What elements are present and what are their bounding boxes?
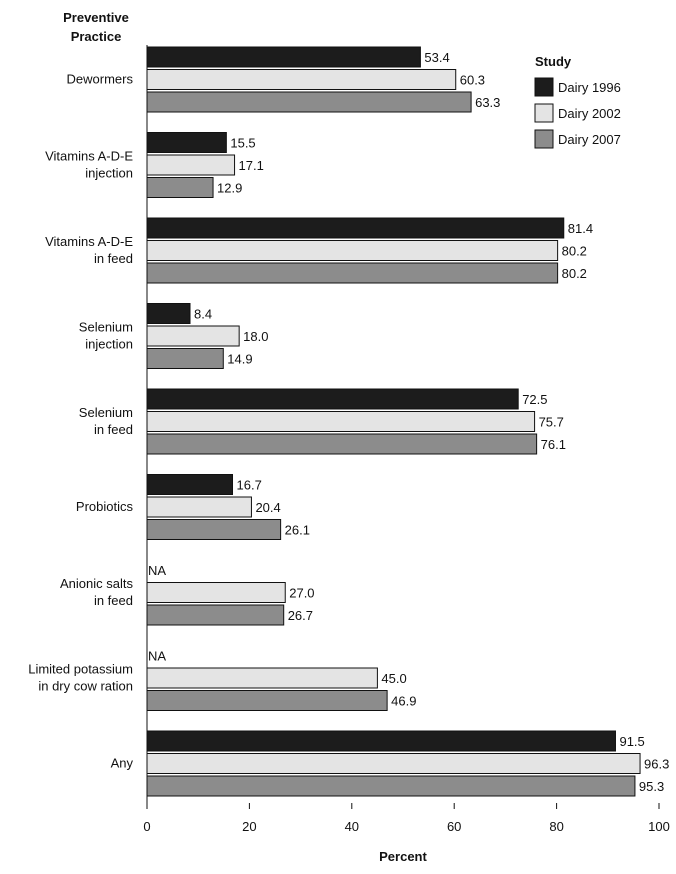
category-label: Selenium <box>79 405 133 420</box>
y-axis-title-line-1: Preventive <box>63 10 129 25</box>
data-label: 14.9 <box>227 352 252 367</box>
bar <box>146 154 236 176</box>
category-label: Vitamins A-D-E <box>45 234 133 249</box>
bar <box>146 730 616 752</box>
x-tick-label: 100 <box>648 819 670 834</box>
category-label: in feed <box>94 422 133 437</box>
bar <box>146 46 421 68</box>
category-label: Limited potassium <box>28 662 133 677</box>
legend-swatch <box>534 129 554 149</box>
legend-entry: Dairy 2007 <box>558 132 621 147</box>
bar <box>146 325 240 347</box>
data-label: 76.1 <box>541 437 566 452</box>
data-label: 46.9 <box>391 694 416 709</box>
na-label: NA <box>148 563 166 578</box>
category-label: Selenium <box>79 320 133 335</box>
data-label: 12.9 <box>217 181 242 196</box>
data-label: 63.3 <box>475 95 500 110</box>
x-tick-label: 20 <box>242 819 256 834</box>
bar <box>146 690 388 711</box>
bar <box>146 667 378 689</box>
bar <box>146 411 536 432</box>
category-label: Dewormers <box>67 72 134 87</box>
category-label: Any <box>111 756 134 771</box>
bar <box>146 303 191 324</box>
data-label: 17.1 <box>239 158 264 173</box>
plot-area: 0 20 40 60 80 100 Dewormers 53.4 60.3 63.3 Vitamin… <box>28 45 670 834</box>
bar <box>146 262 559 284</box>
bar <box>146 132 227 153</box>
bar <box>146 604 285 626</box>
data-label: 15.5 <box>230 136 255 151</box>
legend-title: Study <box>535 54 572 69</box>
x-tick-label: 0 <box>143 819 150 834</box>
data-label: 26.7 <box>288 608 313 623</box>
data-label: 81.4 <box>568 221 593 236</box>
x-axis-title: Percent <box>379 849 427 864</box>
category-label: Vitamins A-D-E <box>45 149 133 164</box>
bar <box>146 519 282 540</box>
bar <box>146 474 234 495</box>
legend-swatch <box>534 77 554 97</box>
legend-entry: Dairy 1996 <box>558 80 621 95</box>
data-label: 26.1 <box>285 523 310 538</box>
bar <box>146 433 538 455</box>
category-label: in dry cow ration <box>38 679 133 694</box>
data-label: 80.2 <box>562 266 587 281</box>
data-label: 53.4 <box>424 50 449 65</box>
data-label: 45.0 <box>381 671 406 686</box>
data-label: 96.3 <box>644 757 669 772</box>
x-tick-label: 40 <box>345 819 359 834</box>
data-label: 72.5 <box>522 392 547 407</box>
bar <box>146 69 457 90</box>
category-label: injection <box>85 166 133 181</box>
data-label: 75.7 <box>539 415 564 430</box>
bar <box>146 582 286 603</box>
bar <box>146 775 636 797</box>
x-tick-label: 60 <box>447 819 461 834</box>
legend-entry: Dairy 2002 <box>558 106 621 121</box>
data-label: 91.5 <box>619 734 644 749</box>
bar <box>146 91 472 113</box>
na-label: NA <box>148 649 166 664</box>
bar <box>146 177 214 198</box>
bar <box>146 496 252 518</box>
data-label: 60.3 <box>460 73 485 88</box>
x-tick-label: 80 <box>549 819 563 834</box>
category-label: in feed <box>94 593 133 608</box>
y-axis-title-line-2: Practice <box>71 29 122 44</box>
category-label: in feed <box>94 251 133 266</box>
data-label: 95.3 <box>639 779 664 794</box>
category-label: Anionic salts <box>60 576 133 591</box>
data-label: 18.0 <box>243 329 268 344</box>
bar <box>146 217 565 239</box>
bar <box>146 348 224 369</box>
legend-swatch <box>534 103 554 123</box>
category-label: Probiotics <box>76 499 134 514</box>
category-label: injection <box>85 337 133 352</box>
data-label: 20.4 <box>255 500 280 515</box>
data-label: 80.2 <box>562 244 587 259</box>
bar <box>146 388 519 410</box>
bar <box>146 240 559 261</box>
legend: Study Dairy 1996 Dairy 2002 Dairy 2007 <box>534 54 621 149</box>
bar <box>146 753 641 774</box>
data-label: 8.4 <box>194 307 212 322</box>
data-label: 16.7 <box>237 478 262 493</box>
data-label: 27.0 <box>289 586 314 601</box>
